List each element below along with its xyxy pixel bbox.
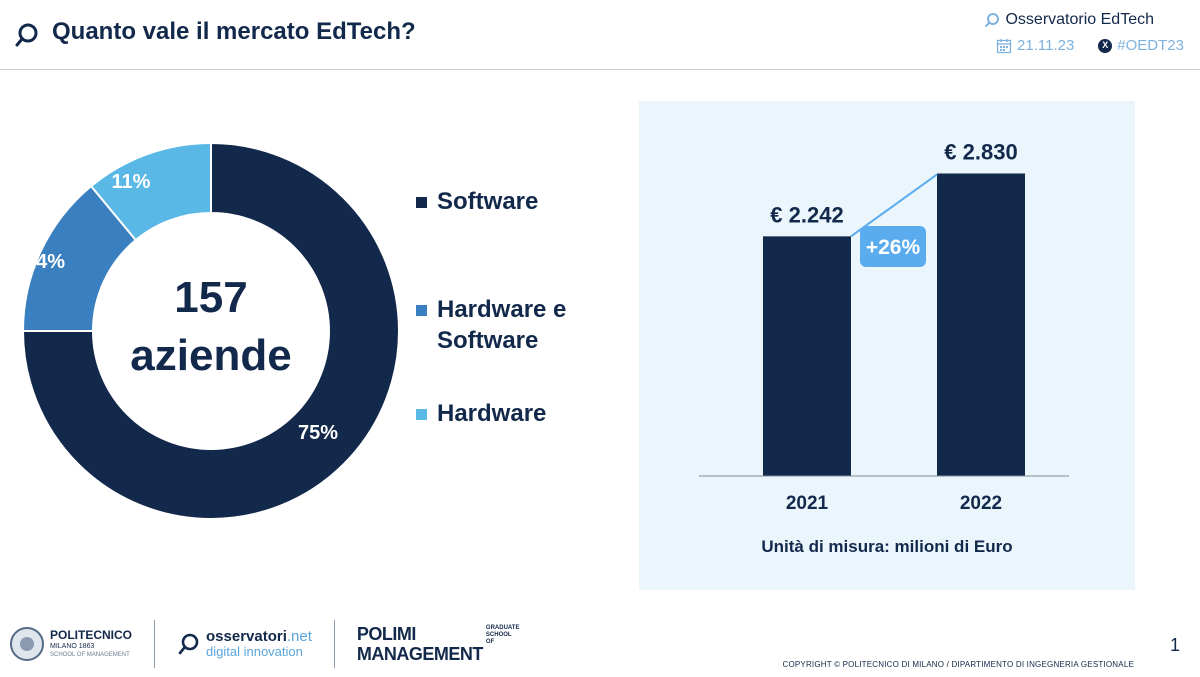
x-tick-label: 2021	[786, 493, 829, 514]
legend-label: Hardware e Software	[437, 296, 567, 354]
gsom-line1: POLIMI	[356, 624, 417, 644]
donut-slice-software	[21, 141, 400, 520]
gsom-side1: GRADUATE	[485, 624, 520, 631]
footer-divider	[333, 620, 335, 668]
brand-label: Osservatorio EdTech	[984, 11, 1154, 29]
unit-label: Unità di misura: milioni di Euro	[761, 537, 1013, 556]
polimi-line1: POLITECNICO	[50, 628, 133, 642]
magnifier-icon	[985, 13, 1000, 27]
growth-badge	[860, 226, 926, 267]
donut-center-unit: aziende	[130, 331, 291, 380]
copyright: COPYRIGHT © POLITECNICO DI MILANO / DIPA…	[782, 660, 1134, 669]
magnifier-icon	[178, 633, 199, 655]
polimi-line2: MILANO 1863	[50, 643, 95, 650]
bar-2022	[937, 173, 1025, 476]
growth-label: +26%	[866, 236, 921, 259]
legend-label: Hardware	[437, 400, 547, 427]
x-logo-icon: X	[1098, 38, 1113, 53]
donut-slice-hardware	[89, 141, 212, 242]
gsom-line2: MANAGEMENT	[356, 644, 484, 664]
bar-value-label: € 2.242	[770, 202, 843, 227]
slide-meta: 21.11.23 X #OEDT23	[996, 37, 1184, 54]
donut-slice-label: 14%	[25, 251, 65, 273]
osservatori-logo: osservatori.net digital innovation	[177, 629, 312, 659]
legend-item: Hardware	[416, 398, 546, 429]
politecnico-logo: POLITECNICO MILANO 1863 SCHOOL OF MANAGE…	[10, 627, 132, 661]
gsom-logo: POLIMI MANAGEMENT GRADUATE SCHOOL OF	[357, 624, 520, 664]
legend-item: Hardware e Software	[416, 294, 566, 356]
slide-header: Quanto vale il mercato EdTech? Osservato…	[0, 0, 1200, 70]
oss-line2: digital innovation	[206, 644, 303, 659]
donut-center-count: 157	[174, 273, 247, 322]
hashtag: #OEDT23	[1117, 37, 1184, 54]
brand-text: Osservatorio EdTech	[1005, 11, 1154, 28]
growth-connector-line	[850, 173, 938, 238]
footer-logos: POLITECNICO MILANO 1863 SCHOOL OF MANAGE…	[10, 618, 520, 670]
politecnico-seal-icon	[10, 627, 44, 661]
legend-label: Software	[437, 188, 539, 215]
legend-item: Software	[416, 186, 538, 217]
x-tick-label: 2022	[960, 493, 1002, 514]
polimi-line3: SCHOOL OF MANAGEMENT	[50, 652, 130, 658]
oss-line1: osservatori	[206, 628, 287, 645]
footer-divider	[154, 620, 156, 668]
calendar-icon	[996, 38, 1012, 53]
bar-chart: € 2.242 2021 € 2.830 2022 +26%	[699, 139, 1069, 514]
legend-swatch	[416, 409, 427, 420]
magnifier-icon	[15, 23, 38, 47]
gsom-side2: SCHOOL OF	[485, 631, 512, 645]
legend-swatch	[416, 197, 427, 208]
bar-value-label: € 2.830	[944, 139, 1017, 164]
legend-swatch	[416, 305, 427, 316]
donut-slice-label: 11%	[112, 171, 151, 193]
oss-line1-suffix: .net	[286, 628, 312, 645]
slide-date: 21.11.23	[1017, 37, 1075, 54]
page-number: 1	[1169, 635, 1180, 655]
slide-title: Quanto vale il mercato EdTech?	[52, 18, 416, 45]
donut-slice-label: 75%	[298, 422, 338, 444]
bar-chart-panel: € 2.242 2021 € 2.830 2022 +26% Unità di misu…	[639, 101, 1135, 590]
donut-chart: 75% 14% 11% 157 aziende	[21, 141, 400, 520]
bar-2021	[763, 236, 851, 476]
